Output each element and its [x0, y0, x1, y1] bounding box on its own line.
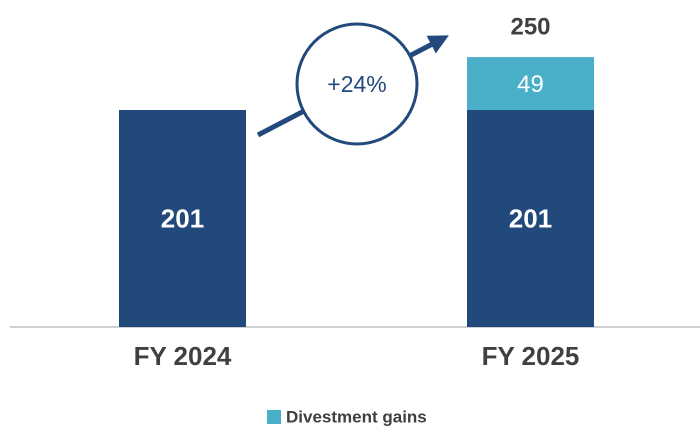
bar-value-label: 201: [161, 203, 204, 233]
x-tick-label: FY 2024: [134, 341, 232, 371]
x-tick-label: FY 2025: [482, 341, 580, 371]
bar-value-label: 201: [509, 203, 552, 233]
bar-value-label: 49: [517, 71, 544, 98]
bar-segment: [467, 57, 594, 110]
total-label: 250: [510, 13, 550, 40]
legend-swatch: [267, 410, 281, 424]
growth-label: +24%: [327, 71, 386, 97]
bar-segment: [119, 110, 246, 327]
legend-label: Divestment gains: [286, 407, 427, 426]
growth-circle: [295, 22, 419, 146]
bar-segment: [467, 110, 594, 327]
